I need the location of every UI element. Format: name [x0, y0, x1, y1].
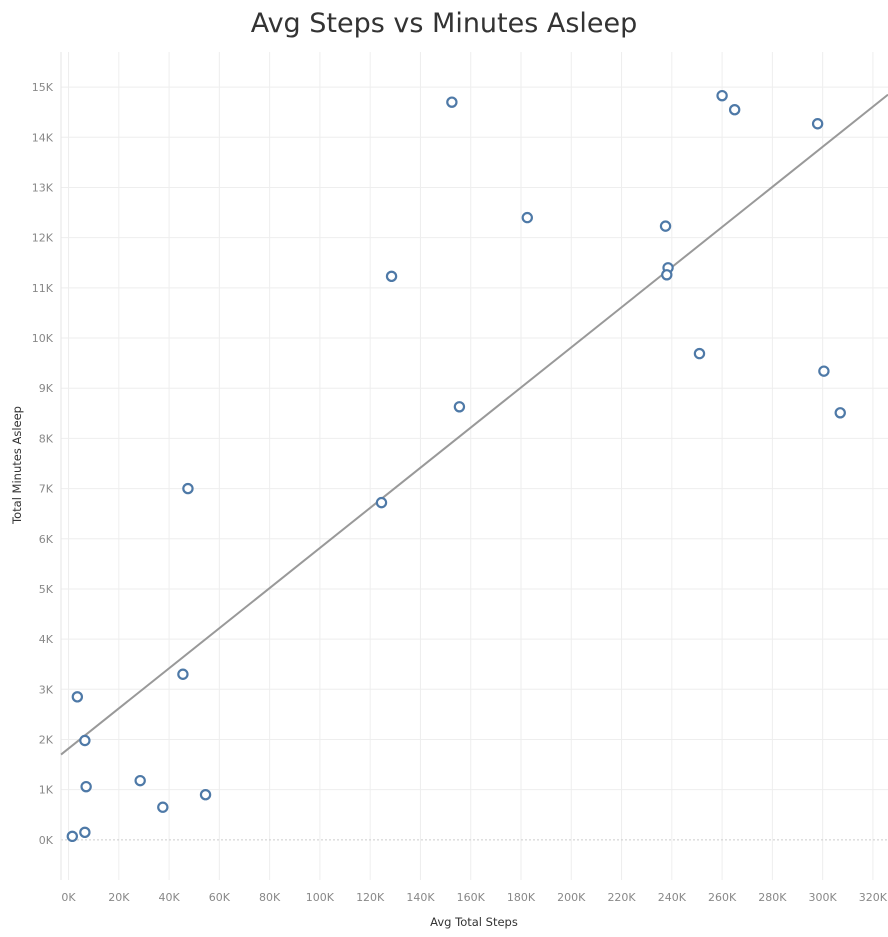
x-tick-label: 260K	[708, 891, 737, 904]
chart-title: Avg Steps vs Minutes Asleep	[250, 8, 638, 39]
x-tick-label: 40K	[158, 891, 180, 904]
data-point	[66, 830, 79, 843]
x-tick-label: 0K	[61, 891, 76, 904]
y-tick-label: 11K	[32, 282, 54, 295]
data-point	[693, 347, 706, 360]
y-tick-label: 6K	[39, 533, 54, 546]
x-tick-label: 300K	[809, 891, 838, 904]
data-point	[716, 89, 728, 102]
data-point	[157, 801, 169, 813]
data-point	[834, 407, 846, 419]
data-point	[385, 270, 398, 283]
data-point	[453, 401, 466, 413]
x-tick-label: 20K	[108, 891, 130, 904]
x-axis-title: Avg Total Steps	[430, 915, 518, 929]
data-point	[446, 96, 458, 108]
data-point	[79, 826, 91, 839]
data-point	[661, 269, 673, 281]
x-tick-label: 80K	[259, 891, 281, 904]
y-tick-label: 5K	[39, 583, 54, 596]
y-tick-label: 13K	[32, 181, 54, 194]
y-tick-label: 14K	[32, 131, 54, 144]
data-point	[199, 788, 212, 801]
grid	[61, 52, 888, 880]
y-tick-label: 1K	[39, 784, 54, 797]
data-point	[811, 118, 824, 130]
axes: 0K 20K 40K 60K 80K 100K 120K 140K 160K 180K 200K 22…	[32, 52, 888, 904]
x-tick-label: 320K	[859, 891, 888, 904]
x-tick-label: 200K	[557, 891, 586, 904]
y-tick-label: 15K	[32, 81, 54, 94]
trend-line	[60, 93, 888, 756]
x-tick-label: 280K	[758, 891, 787, 904]
x-tick-label: 160K	[457, 891, 486, 904]
data-point	[182, 482, 194, 495]
x-tick-label: 240K	[658, 891, 687, 904]
y-axis-title: Total Minutes Asleep	[10, 406, 24, 525]
x-tick-label: 120K	[356, 891, 385, 904]
data-point	[521, 211, 533, 224]
x-tick-label: 180K	[507, 891, 536, 904]
y-tick-label: 2K	[39, 733, 54, 746]
y-tick-label: 9K	[39, 382, 54, 395]
trend-line-layer	[60, 93, 888, 756]
y-tick-label: 4K	[39, 633, 54, 646]
data-point	[71, 691, 84, 703]
y-tick-label: 0K	[39, 834, 54, 847]
y-tick-label: 8K	[39, 432, 54, 445]
x-tick-label: 140K	[406, 891, 435, 904]
y-tick-label: 12K	[32, 232, 54, 245]
data-point	[134, 774, 146, 787]
y-tick-label: 3K	[39, 683, 54, 696]
x-tick-label: 60K	[209, 891, 231, 904]
x-tick-label: 220K	[607, 891, 636, 904]
x-tick-label: 100K	[306, 891, 335, 904]
data-point	[79, 734, 91, 747]
data-point	[659, 220, 672, 232]
data-point	[818, 365, 830, 377]
data-point	[177, 668, 189, 680]
data-point	[728, 104, 741, 116]
points-layer	[66, 89, 846, 843]
data-point	[80, 780, 92, 793]
y-tick-label: 10K	[32, 332, 54, 345]
data-point	[375, 496, 388, 509]
y-tick-label: 7K	[39, 483, 54, 496]
